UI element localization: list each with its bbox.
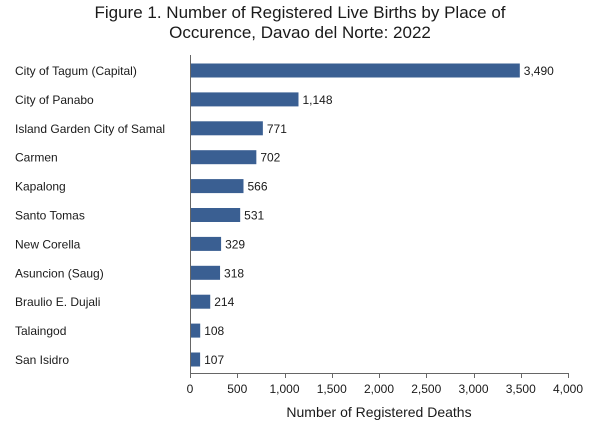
category-label: Santo Tomas [15,209,85,223]
labels-layer: City of Tagum (Capital) 3,490 City of Pana… [15,64,554,367]
category-label: Island Garden City of Samal [15,122,165,136]
bar [190,294,211,309]
data-label: 3,490 [524,64,554,78]
x-tick-label: 3,500 [506,382,536,396]
bar [190,121,263,136]
data-label: 318 [224,266,244,280]
category-label: Kapalong [15,180,66,194]
data-label: 702 [260,151,280,165]
category-label: Asuncion (Saug) [15,266,104,280]
x-tick-label: 1,500 [317,382,347,396]
data-label: 1,148 [302,93,332,107]
x-tick-label: 1,000 [269,382,299,396]
chart-title: Figure 1. Number of Registered Live Birt… [0,3,600,43]
category-label: Carmen [15,151,58,165]
category-label: Talaingod [15,324,66,338]
data-label: 566 [247,180,267,194]
bars-layer [190,63,520,367]
category-label: Braulio E. Dujali [15,295,100,309]
data-label: 771 [267,122,287,136]
bar [190,150,257,165]
category-label: San Isidro [15,353,69,367]
x-axis-title: Number of Registered Deaths [286,404,471,420]
bar [190,352,201,367]
bar [190,179,244,194]
category-label: City of Panabo [15,93,94,107]
x-tick-label: 2,500 [411,382,441,396]
data-label: 329 [225,237,245,251]
data-label: 531 [244,209,264,223]
data-label: 107 [204,353,224,367]
x-tick-label: 2,000 [364,382,394,396]
chart-title-line-1: Figure 1. Number of Registered Live Birt… [94,3,506,22]
bar [190,236,222,251]
category-label: City of Tagum (Capital) [15,64,137,78]
x-tick-label: 4,000 [553,382,583,396]
chart-title-line-2: Occurence, Davao del Norte: 2022 [169,23,431,42]
category-label: New Corella [15,237,81,251]
bar [190,265,221,280]
x-axis: 0 500 1,000 1,500 2,000 2,500 3,000 3,500 4,000 [187,55,583,396]
bar [190,63,520,78]
data-label: 108 [204,324,224,338]
data-label: 214 [214,295,234,309]
bar [190,208,241,222]
x-tick-label: 500 [227,382,247,396]
x-tick-label: 0 [187,382,194,396]
bar [190,92,299,107]
x-tick-label: 3,000 [458,382,488,396]
bar [190,323,201,338]
